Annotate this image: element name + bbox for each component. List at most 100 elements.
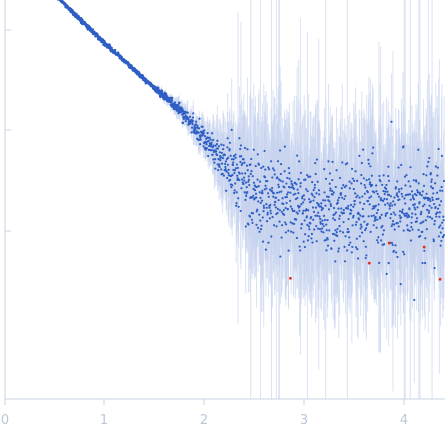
data-point [365, 178, 368, 182]
data-point [214, 144, 217, 147]
data-point [277, 185, 280, 189]
data-point [278, 220, 281, 223]
data-point [369, 181, 372, 184]
data-point [285, 223, 288, 226]
data-point [335, 169, 338, 172]
data-point [210, 143, 213, 146]
data-point [283, 186, 286, 189]
data-point [260, 199, 264, 202]
data-point [415, 220, 418, 223]
data-point [385, 187, 388, 190]
data-point [433, 223, 436, 226]
data-point [430, 178, 433, 181]
data-point [238, 172, 241, 175]
data-point [385, 183, 388, 187]
data-point [352, 205, 355, 208]
data-point [317, 189, 321, 192]
data-point [224, 165, 227, 169]
data-point [430, 180, 433, 183]
data-point [264, 248, 267, 251]
data-point [416, 206, 419, 209]
x-tick-label-0: 0 [1, 413, 9, 428]
data-point [402, 250, 405, 254]
data-point [307, 209, 310, 212]
data-point [338, 225, 341, 228]
data-point [308, 228, 311, 231]
data-point [337, 196, 341, 199]
data-point [265, 203, 268, 206]
data-point [365, 227, 368, 230]
data-point [398, 190, 401, 193]
data-point [370, 174, 373, 177]
data-point [334, 229, 337, 232]
data-point [318, 228, 322, 231]
data-point [316, 201, 319, 205]
data-point [266, 213, 269, 216]
data-point [350, 182, 353, 185]
data-point [283, 213, 286, 216]
data-point [438, 204, 441, 207]
data-point [320, 202, 323, 205]
data-point [305, 208, 308, 211]
data-point [423, 203, 426, 206]
data-point [333, 233, 336, 236]
data-point [379, 197, 383, 200]
data-point [362, 240, 365, 243]
data-point [296, 154, 299, 157]
data-point [314, 214, 317, 217]
data-point [319, 205, 323, 208]
data-point [266, 192, 270, 195]
data-point [289, 191, 292, 194]
data-point [306, 223, 309, 226]
data-point [230, 158, 234, 161]
data-point [433, 182, 437, 185]
data-point [366, 222, 369, 226]
data-point [207, 154, 210, 158]
data-point [320, 227, 324, 230]
x-tick-label-2: 2 [200, 413, 208, 428]
data-point [362, 177, 365, 180]
data-point [413, 298, 416, 302]
data-point [296, 212, 299, 215]
data-point [377, 241, 380, 244]
data-point [198, 143, 202, 146]
data-point [363, 183, 366, 187]
data-point [372, 214, 375, 217]
data-point [318, 215, 321, 218]
data-point [267, 241, 270, 244]
data-point [209, 138, 212, 141]
data-point [325, 195, 329, 198]
data-point [80, 18, 84, 21]
data-point [290, 182, 293, 185]
data-point [259, 201, 262, 204]
data-point [421, 230, 424, 233]
data-point [190, 131, 193, 134]
data-point [441, 189, 444, 192]
data-point [288, 177, 291, 180]
data-point [218, 163, 221, 166]
data-point [364, 186, 367, 189]
data-point [71, 9, 74, 12]
data-point [426, 198, 430, 202]
data-point [287, 191, 290, 194]
data-point [384, 203, 387, 206]
data-point [238, 179, 241, 182]
data-point [347, 217, 350, 221]
data-point [170, 96, 174, 100]
data-point [388, 204, 392, 208]
data-point [347, 243, 351, 247]
data-point [371, 207, 374, 210]
data-point [427, 211, 430, 214]
data-point [271, 167, 275, 170]
data-point [290, 180, 293, 183]
data-point [220, 151, 223, 155]
data-point [338, 217, 341, 220]
data-point [438, 226, 441, 229]
data-point [228, 141, 232, 144]
data-point [436, 166, 439, 169]
data-point [417, 182, 420, 185]
data-point [273, 173, 276, 176]
data-point [387, 261, 390, 265]
data-point [303, 198, 306, 201]
data-point [386, 190, 389, 193]
